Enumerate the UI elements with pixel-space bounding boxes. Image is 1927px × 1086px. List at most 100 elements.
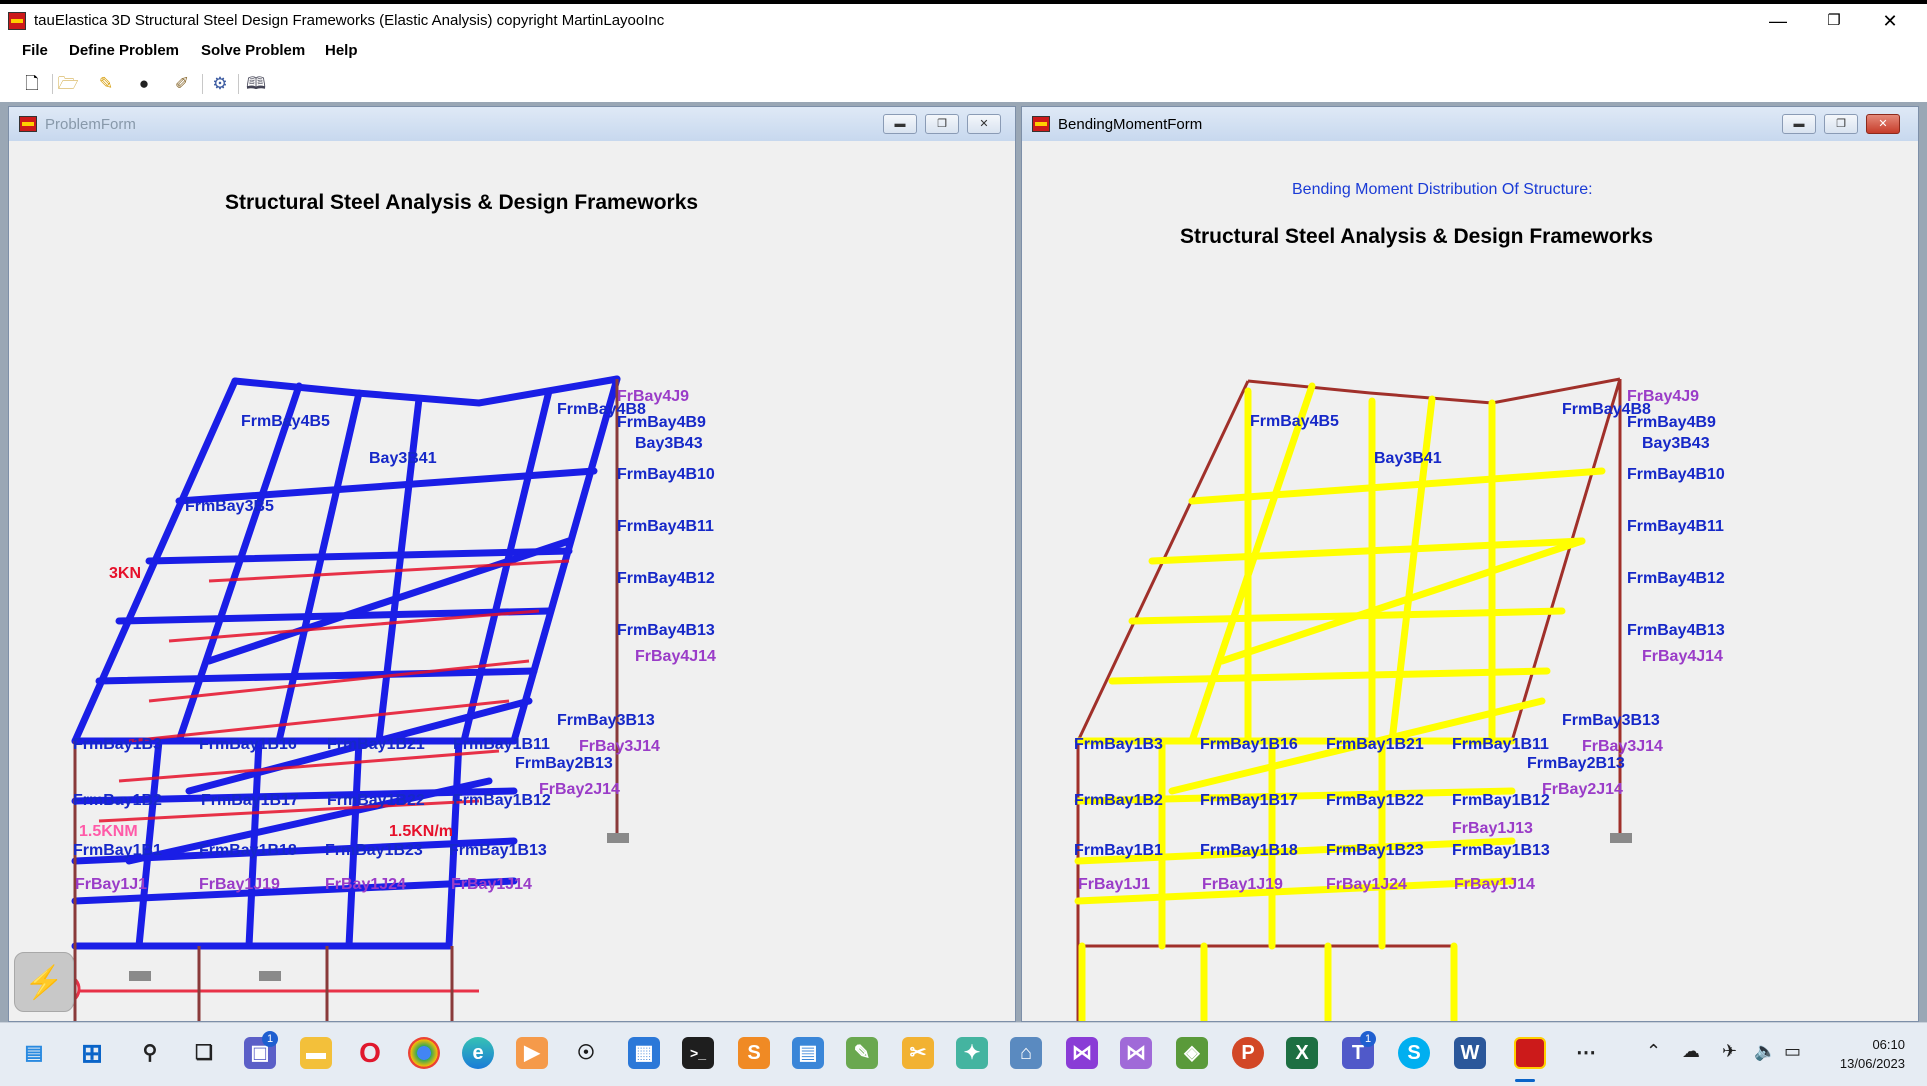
- problem-form-minimize-button[interactable]: ▬: [883, 114, 917, 134]
- skype-icon[interactable]: S: [1398, 1037, 1430, 1069]
- teams-badge: 1: [1360, 1031, 1376, 1047]
- store-icon[interactable]: ▦: [628, 1037, 660, 1069]
- frame-label: FrmBay1B23: [1326, 842, 1424, 859]
- terminal-icon[interactable]: >_: [682, 1037, 714, 1069]
- gear-icon[interactable]: ⚙: [212, 74, 228, 93]
- network-icon[interactable]: ⌂: [1010, 1037, 1042, 1069]
- frame-label: FrBay1J1: [1078, 876, 1151, 893]
- menu-help[interactable]: Help: [325, 42, 358, 59]
- cloud-icon[interactable]: ☁: [1682, 1041, 1700, 1061]
- snip-icon[interactable]: ✂: [902, 1037, 934, 1069]
- powerpoint-icon[interactable]: P: [1232, 1037, 1264, 1069]
- frame-label: FrBay1J19: [1202, 876, 1283, 893]
- edge-icon[interactable]: e: [462, 1037, 494, 1069]
- mouse-icon[interactable]: ●: [138, 74, 150, 93]
- task-view-icon[interactable]: ❏: [195, 1042, 213, 1064]
- frame-label: FrmBay1B16: [1200, 736, 1298, 753]
- frame-label: FrmBay1B22: [327, 792, 425, 809]
- chevron-up-icon[interactable]: ⌃: [1646, 1041, 1662, 1061]
- frame-label: FrmBay4B5: [1250, 413, 1339, 430]
- problem-form-restore-button[interactable]: ❐: [925, 114, 959, 134]
- opera-icon[interactable]: O: [359, 1037, 381, 1068]
- problem-form-title: ProblemForm: [45, 116, 136, 133]
- windows-taskbar: ▤ ⊞ ⚲ ❏ ▣ 1 ▬ O e ▶ ☉ ▦ >_ S ▤ ✎ ✂ ✦ ⌂ ⋈…: [0, 1022, 1927, 1086]
- frame-label: FrmBay1B17: [201, 792, 299, 809]
- pen-tool-button[interactable]: ⚡: [14, 952, 74, 1012]
- frame-label: FrmBay1B11: [453, 736, 550, 753]
- menu-define-problem[interactable]: Define Problem: [69, 42, 180, 59]
- book-icon[interactable]: 🕮: [245, 74, 267, 93]
- frame-label: FrmBay1B18: [199, 842, 297, 859]
- system-clock[interactable]: 06:10 13/06/2023: [1840, 1035, 1905, 1073]
- menu-bar: File Define Problem Solve Problem Help: [0, 38, 1927, 66]
- media-player-icon[interactable]: ▶: [516, 1037, 548, 1069]
- clock-time: 06:10: [1872, 1037, 1905, 1052]
- pencil-icon[interactable]: ✎: [98, 74, 114, 93]
- battery-icon[interactable]: ▭: [1784, 1041, 1802, 1061]
- frame-label: FrBay1J1: [75, 876, 148, 893]
- chat-badge: 1: [262, 1031, 278, 1047]
- app-logo-icon: [8, 12, 26, 30]
- frame-label: Bay3B41: [369, 450, 437, 467]
- volume-icon[interactable]: 🔈: [1754, 1041, 1777, 1061]
- bending-form-restore-button[interactable]: ❐: [1824, 114, 1858, 134]
- chat-icon[interactable]: ▣: [244, 1037, 276, 1069]
- airplane-icon[interactable]: ✈: [1722, 1041, 1738, 1061]
- frame-label: FrmBay1B13: [1452, 842, 1550, 859]
- visual-studio-2-icon[interactable]: ⋈: [1120, 1037, 1152, 1069]
- restore-button[interactable]: ❐: [1827, 12, 1841, 29]
- window-top-edge: [0, 0, 1927, 4]
- bending-form-minimize-button[interactable]: ▬: [1782, 114, 1816, 134]
- widgets-icon[interactable]: ▤: [24, 1042, 44, 1064]
- bending-moment-form-window: BendingMomentForm ▬ ❐ ✕ Bending Moment D…: [1021, 106, 1919, 1022]
- close-button[interactable]: ✕: [1882, 11, 1898, 31]
- notepad-icon[interactable]: ▤: [792, 1037, 824, 1069]
- frame-label: FrBay1J19: [199, 876, 280, 893]
- paint-icon[interactable]: ✎: [846, 1037, 878, 1069]
- frame-label: FrBay3J14: [1582, 738, 1663, 755]
- frame-label: FrmBay1B21: [327, 736, 425, 753]
- bending-canvas[interactable]: Bending Moment Distribution Of Structure…: [1022, 141, 1918, 1021]
- frame-label: FrmBay4B13: [1627, 622, 1725, 639]
- frame-label: FrmBay1B16: [199, 736, 297, 753]
- open-folder-icon[interactable]: 🗁: [57, 74, 79, 93]
- word-icon[interactable]: W: [1454, 1037, 1486, 1069]
- bending-form-title: BendingMomentForm: [1058, 116, 1203, 133]
- tauelastica-icon[interactable]: [1514, 1037, 1546, 1069]
- visual-studio-icon[interactable]: ⋈: [1066, 1037, 1098, 1069]
- menu-file[interactable]: File: [22, 42, 48, 59]
- frame-label: FrmBay1B1: [73, 842, 162, 859]
- bending-form-close-button[interactable]: ✕: [1866, 114, 1900, 134]
- load-label: 1.5KNM: [79, 823, 138, 840]
- frame-label: FrmBay4B10: [617, 466, 715, 483]
- more-icon[interactable]: ⋯: [1576, 1042, 1596, 1064]
- problem-form-close-button[interactable]: ✕: [967, 114, 1001, 134]
- frame-label: FrmBay1B1: [1074, 842, 1163, 859]
- frame-label: FrmBay1B23: [325, 842, 423, 859]
- frame-label: FrmBay1B18: [1200, 842, 1298, 859]
- frame-label: FrBay4J9: [1627, 388, 1700, 405]
- frame-label: FrmBay1B2: [73, 792, 162, 809]
- frame-label: FrmBay1B13: [449, 842, 547, 859]
- sublime-icon[interactable]: S: [738, 1037, 770, 1069]
- frame-label: FrmBay4B10: [1627, 466, 1725, 483]
- frame-label: FrmBay1B11: [1452, 736, 1549, 753]
- minimize-button[interactable]: —: [1769, 11, 1787, 31]
- problem-form-window: ProblemForm ▬ ❐ ✕ Structural Steel Analy…: [8, 106, 1016, 1022]
- excel-icon[interactable]: X: [1286, 1037, 1318, 1069]
- frame-label: FrmBay1B12: [1452, 792, 1550, 809]
- tools-icon[interactable]: ✦: [956, 1037, 988, 1069]
- bending-moment-diagram: [1074, 377, 1632, 1021]
- search-icon[interactable]: ⚲: [142, 1042, 158, 1064]
- layers-icon[interactable]: ◈: [1176, 1037, 1208, 1069]
- accessibility-icon[interactable]: ☉: [577, 1042, 595, 1064]
- red-load-members: [57, 559, 570, 1003]
- problem-canvas[interactable]: Structural Steel Analysis & Design Frame…: [9, 141, 1015, 1021]
- brush-icon[interactable]: ✐: [174, 74, 190, 93]
- file-explorer-icon[interactable]: ▬: [300, 1037, 332, 1069]
- new-file-icon[interactable]: 🗋: [25, 74, 39, 93]
- menu-solve-problem[interactable]: Solve Problem: [201, 42, 306, 59]
- start-icon[interactable]: ⊞: [81, 1038, 103, 1068]
- frame-label: FrmBay4B13: [617, 622, 715, 639]
- chrome-icon[interactable]: [408, 1037, 440, 1069]
